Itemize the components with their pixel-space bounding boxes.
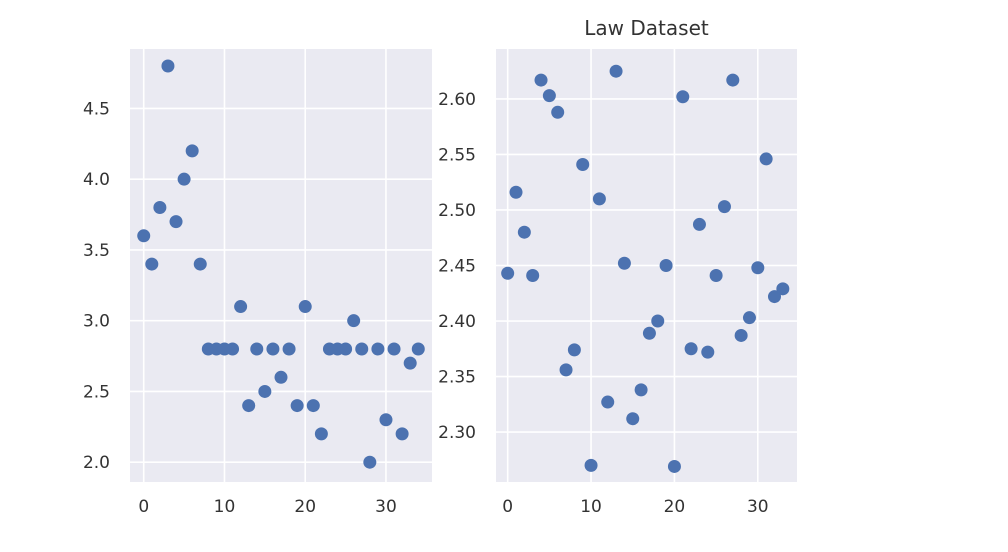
data-point [363,455,377,469]
x-tick-label: 20 [294,497,316,517]
data-point [234,300,248,314]
data-point [634,383,648,397]
data-point [759,152,773,166]
data-point [242,399,256,413]
data-point [567,343,581,357]
y-tick-label: 4.0 [83,170,110,190]
data-point [601,395,615,409]
data-point [709,268,723,282]
data-point [667,459,681,473]
data-point [526,268,540,282]
data-point [684,342,698,356]
data-point [592,192,606,206]
data-point [534,73,548,87]
data-point [742,311,756,325]
y-tick-label: 2.5 [83,382,110,402]
x-tick-label: 30 [375,497,397,517]
data-point [371,342,385,356]
data-point [609,64,623,78]
data-point [642,326,656,340]
data-point [403,356,417,370]
data-point [185,144,199,158]
y-tick-label: 3.5 [83,241,110,261]
data-point [776,282,790,296]
data-point [161,59,175,73]
data-point [169,215,183,229]
data-point [153,200,167,214]
data-point [258,384,272,398]
y-tick-label: 2.40 [438,312,476,332]
y-tick-label: 2.60 [438,90,476,110]
data-point [576,157,590,171]
y-tick-label: 2.0 [83,453,110,473]
data-point [226,342,240,356]
data-point [145,257,159,271]
y-tick-label: 2.30 [438,423,476,443]
data-point [250,342,264,356]
data-point [501,266,515,280]
data-point [542,89,556,103]
data-point [266,342,280,356]
data-point [626,412,640,426]
chart-title: Law Dataset [584,16,709,40]
data-point [137,229,151,243]
data-point [298,300,312,314]
data-point [659,259,673,272]
data-point [717,200,731,214]
data-point [584,458,598,472]
data-point [559,363,573,377]
scatter-panel-law-dataset: 0 10 20 30 2.30 2.35 2.40 2.45 2.50 2.55 2.60 Law D… [438,16,797,517]
y-tick-label: 2.35 [438,368,476,388]
x-tick-label: 0 [502,497,513,517]
data-point [306,399,320,413]
data-point [751,261,765,275]
x-tick-label: 10 [580,497,602,517]
data-point [355,342,369,356]
data-point [692,217,706,231]
x-tick-label: 0 [138,497,149,517]
data-point [387,342,401,356]
x-tick-label: 10 [214,497,236,517]
y-tick-label: 2.45 [438,257,476,277]
y-tick-label: 2.50 [438,201,476,221]
data-point [274,370,288,384]
data-point [339,342,353,356]
data-point [314,427,328,441]
data-point [701,345,715,359]
plot-area [130,49,432,482]
y-tick-label: 3.0 [83,312,110,332]
data-point [290,399,304,413]
data-point [651,314,665,328]
y-tick-label: 4.5 [83,99,110,119]
data-point [193,257,207,271]
x-tick-label: 30 [747,497,769,517]
data-point [676,90,690,104]
data-point [517,225,531,239]
data-point [379,413,393,427]
data-point [734,328,748,342]
data-point [509,185,523,199]
data-point [551,105,565,119]
data-point [282,342,296,356]
data-point [395,427,409,441]
y-tick-label: 2.55 [438,145,476,165]
data-point [347,314,361,328]
data-point [726,73,740,87]
data-point [177,172,191,186]
data-point [617,256,631,270]
x-tick-label: 20 [664,497,686,517]
data-point [767,290,781,304]
scatter-panel-left: 0 10 20 30 2.0 2.5 3.0 3.5 4.0 4.5 [83,49,432,517]
data-point [411,342,425,356]
